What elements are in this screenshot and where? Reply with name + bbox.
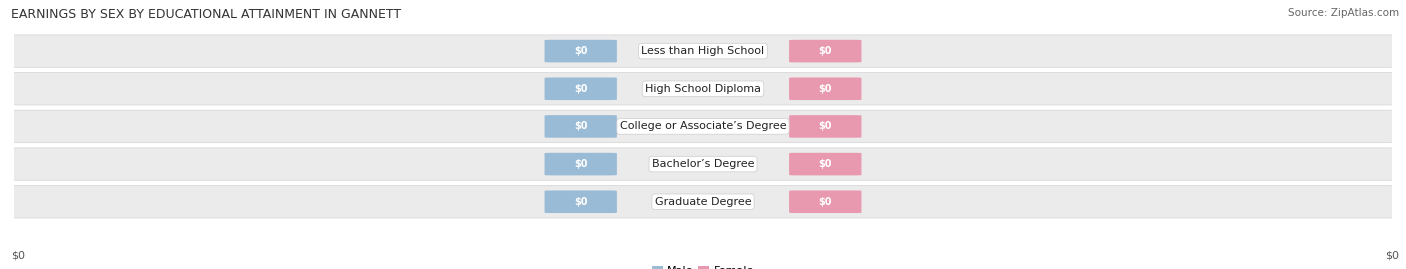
FancyBboxPatch shape (0, 110, 1406, 143)
Text: $0: $0 (818, 159, 832, 169)
FancyBboxPatch shape (544, 153, 617, 175)
FancyBboxPatch shape (789, 115, 862, 138)
Text: Less than High School: Less than High School (641, 46, 765, 56)
Text: $0: $0 (818, 197, 832, 207)
Legend: Male, Female: Male, Female (647, 262, 759, 269)
Text: College or Associate’s Degree: College or Associate’s Degree (620, 121, 786, 132)
FancyBboxPatch shape (544, 40, 617, 62)
Text: $0: $0 (11, 251, 25, 261)
FancyBboxPatch shape (789, 40, 862, 62)
Text: $0: $0 (574, 84, 588, 94)
Text: Graduate Degree: Graduate Degree (655, 197, 751, 207)
FancyBboxPatch shape (0, 73, 1406, 105)
Text: $0: $0 (818, 84, 832, 94)
FancyBboxPatch shape (0, 35, 1406, 67)
FancyBboxPatch shape (544, 190, 617, 213)
Text: High School Diploma: High School Diploma (645, 84, 761, 94)
Text: $0: $0 (574, 46, 588, 56)
Text: $0: $0 (574, 197, 588, 207)
FancyBboxPatch shape (544, 115, 617, 138)
Text: Source: ZipAtlas.com: Source: ZipAtlas.com (1288, 8, 1399, 18)
Text: $0: $0 (818, 46, 832, 56)
Text: $0: $0 (574, 121, 588, 132)
FancyBboxPatch shape (0, 148, 1406, 180)
Text: Bachelor’s Degree: Bachelor’s Degree (652, 159, 754, 169)
FancyBboxPatch shape (789, 153, 862, 175)
FancyBboxPatch shape (789, 190, 862, 213)
FancyBboxPatch shape (0, 186, 1406, 218)
FancyBboxPatch shape (544, 77, 617, 100)
Text: $0: $0 (574, 159, 588, 169)
Text: EARNINGS BY SEX BY EDUCATIONAL ATTAINMENT IN GANNETT: EARNINGS BY SEX BY EDUCATIONAL ATTAINMEN… (11, 8, 401, 21)
FancyBboxPatch shape (789, 77, 862, 100)
Text: $0: $0 (1385, 251, 1399, 261)
Text: $0: $0 (818, 121, 832, 132)
